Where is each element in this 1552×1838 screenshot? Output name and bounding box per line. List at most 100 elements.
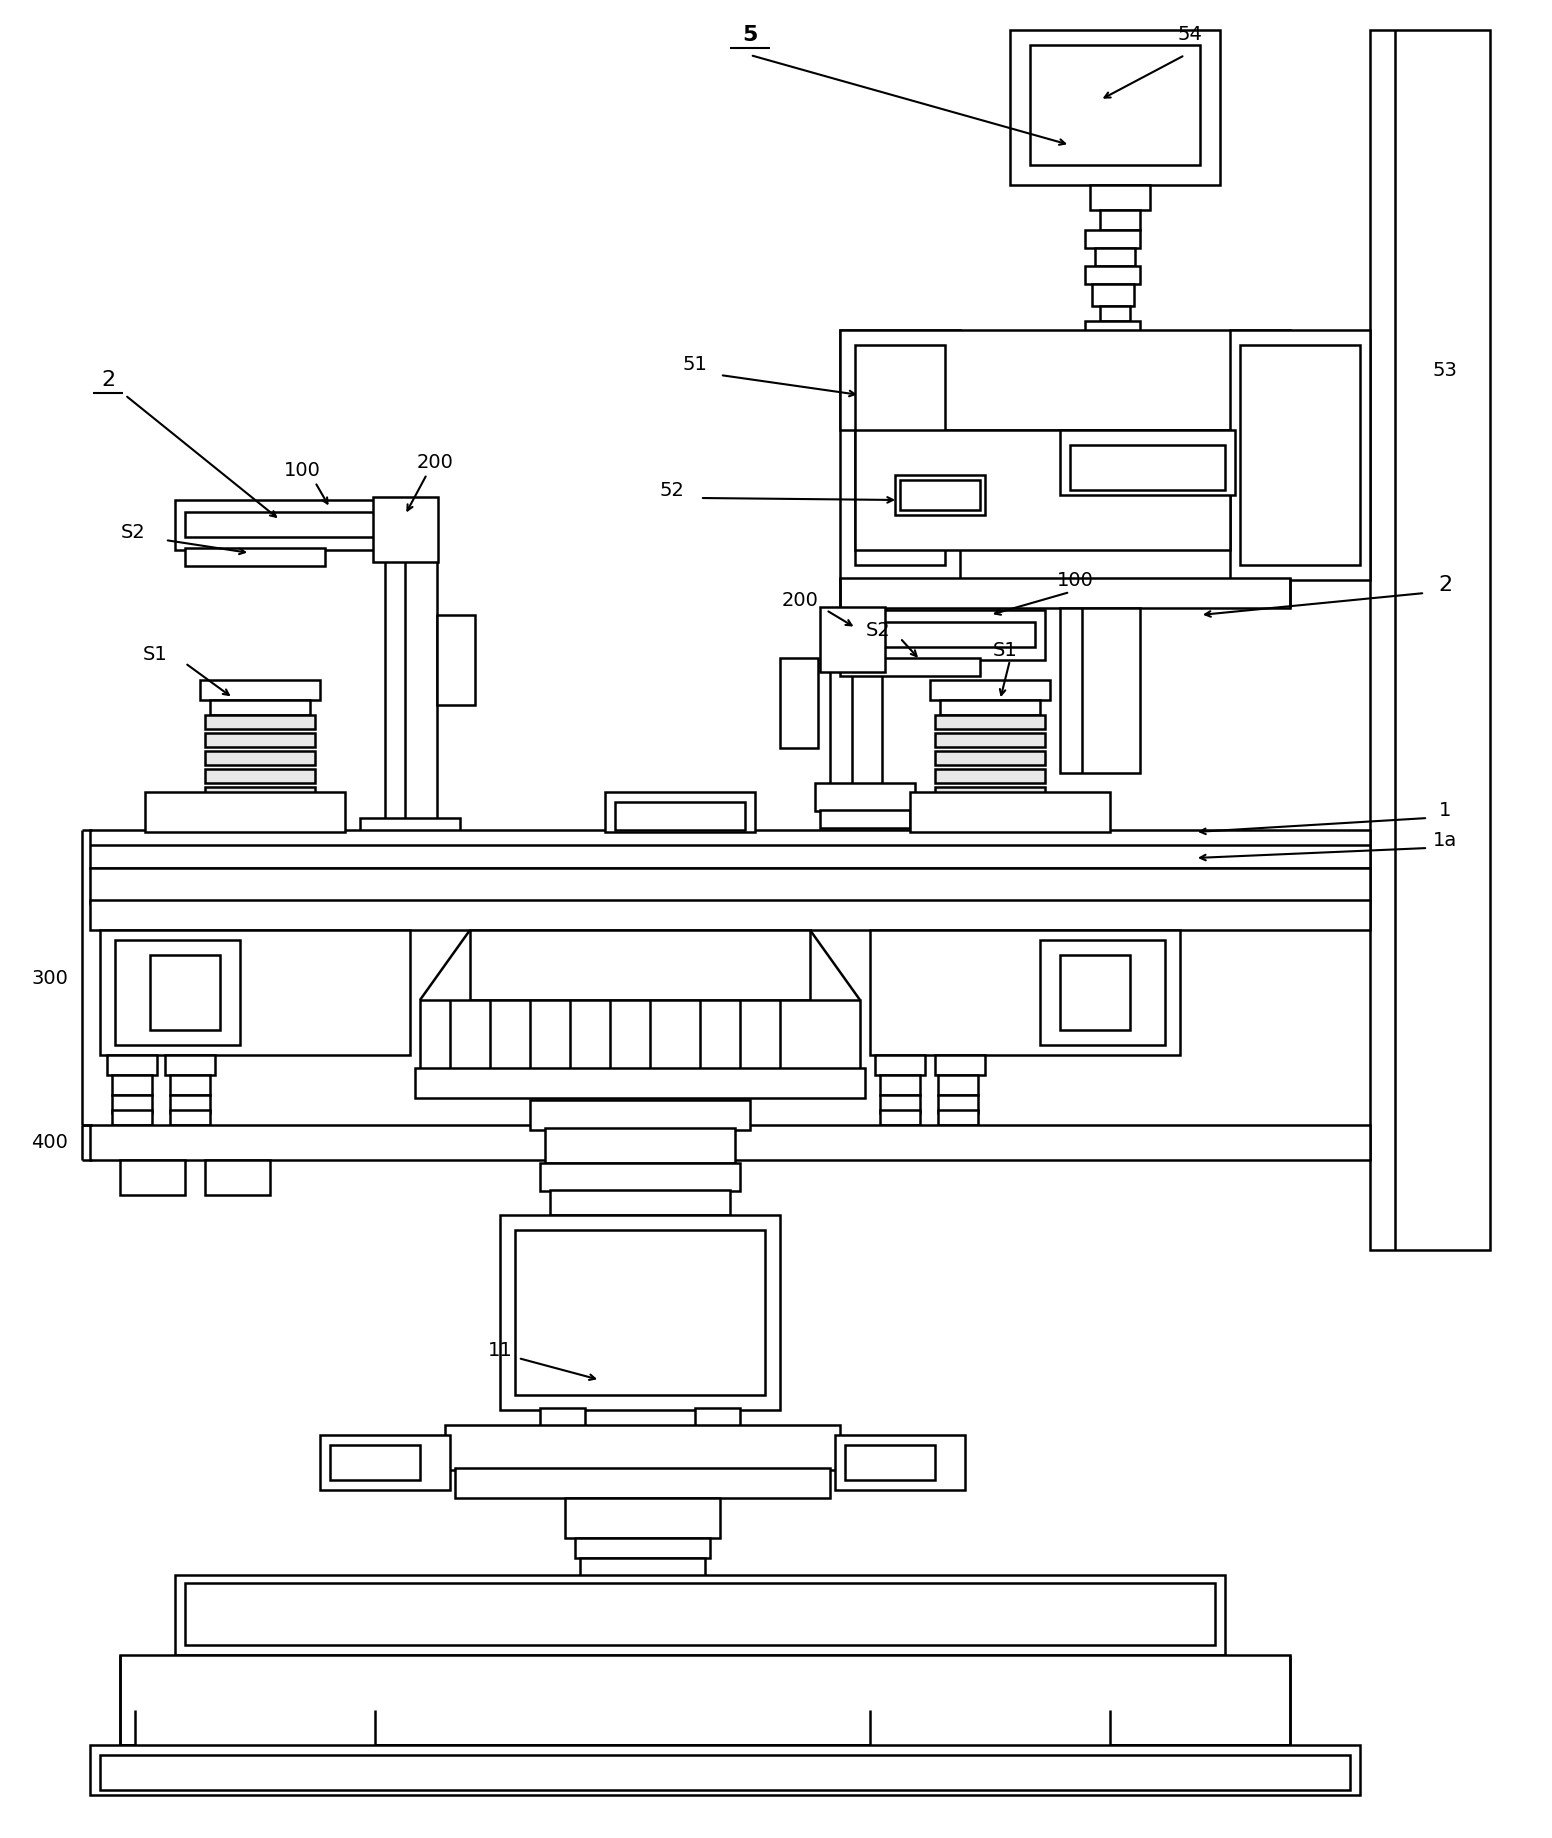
Bar — [615, 801, 745, 831]
Bar — [205, 752, 315, 765]
Bar — [171, 1075, 210, 1095]
Bar — [565, 1498, 720, 1538]
Bar — [1040, 939, 1166, 1046]
Bar — [574, 1538, 709, 1559]
Bar — [205, 768, 315, 783]
Bar — [1100, 305, 1130, 322]
Text: 5: 5 — [742, 26, 757, 44]
Text: 200: 200 — [782, 590, 818, 610]
Bar — [529, 1099, 750, 1130]
Bar — [934, 733, 1044, 746]
Bar — [185, 548, 324, 566]
Bar — [165, 1055, 216, 1075]
Text: 1a: 1a — [1432, 831, 1457, 849]
Bar — [205, 733, 315, 746]
Bar — [500, 1215, 781, 1410]
Bar — [90, 868, 1370, 902]
Bar — [445, 1424, 840, 1470]
Bar — [112, 1075, 152, 1095]
Bar — [930, 680, 1051, 700]
Bar — [372, 496, 438, 562]
Bar — [205, 805, 315, 820]
Bar — [115, 939, 241, 1046]
Bar — [360, 818, 459, 845]
Bar — [1231, 331, 1370, 581]
Bar — [205, 1160, 270, 1195]
Bar — [934, 715, 1044, 730]
Bar — [1085, 230, 1141, 248]
Bar — [871, 1709, 1110, 1748]
Bar — [112, 1110, 152, 1125]
Bar — [871, 930, 1180, 1055]
Bar — [934, 787, 1044, 801]
Bar — [1370, 29, 1490, 1250]
Bar — [99, 930, 410, 1055]
Bar — [1060, 608, 1141, 774]
Bar — [171, 1110, 210, 1125]
Bar — [135, 1709, 376, 1748]
Bar — [937, 1075, 978, 1095]
Bar — [880, 1110, 920, 1125]
Text: 2: 2 — [101, 369, 115, 390]
Bar — [835, 1435, 965, 1491]
Bar — [840, 658, 979, 676]
Bar — [1090, 186, 1150, 210]
Bar — [1093, 285, 1135, 305]
Text: 100: 100 — [284, 461, 320, 480]
Bar — [1085, 267, 1141, 285]
Bar — [144, 792, 345, 833]
Bar — [421, 1000, 860, 1070]
Bar — [605, 792, 754, 833]
Bar — [1240, 346, 1360, 564]
Bar — [151, 956, 220, 1029]
Bar — [840, 577, 1290, 608]
Bar — [365, 845, 455, 864]
Bar — [185, 1583, 1215, 1645]
Bar — [438, 616, 475, 706]
Text: S1: S1 — [143, 645, 168, 665]
Bar — [120, 1160, 185, 1195]
Bar — [819, 811, 909, 827]
Bar — [1085, 322, 1141, 342]
Text: S2: S2 — [121, 524, 146, 542]
Text: 54: 54 — [1178, 26, 1203, 44]
Bar — [515, 1230, 765, 1395]
Text: 400: 400 — [31, 1134, 68, 1152]
Bar — [545, 1129, 736, 1163]
Text: 100: 100 — [1057, 570, 1094, 590]
Bar — [840, 331, 1290, 430]
Bar — [1060, 430, 1235, 494]
Bar — [840, 621, 1035, 647]
Bar — [855, 430, 1231, 550]
Bar — [185, 513, 380, 537]
Bar — [941, 700, 1040, 715]
Text: 53: 53 — [1432, 360, 1457, 379]
Bar — [819, 607, 885, 673]
Bar — [1100, 210, 1141, 230]
Text: 1: 1 — [1439, 801, 1451, 820]
Text: 300: 300 — [31, 969, 68, 987]
Bar — [385, 529, 438, 820]
Bar — [934, 768, 1044, 783]
Bar — [855, 346, 945, 564]
Bar — [1010, 29, 1220, 186]
Bar — [840, 331, 961, 581]
Bar — [90, 1744, 1360, 1796]
Bar — [107, 1055, 157, 1075]
Bar — [455, 1469, 830, 1498]
Bar — [900, 480, 979, 509]
Bar — [909, 792, 1110, 833]
Bar — [815, 783, 916, 811]
Bar — [934, 805, 1044, 820]
Bar — [781, 658, 818, 748]
Bar — [830, 610, 1044, 660]
Bar — [695, 1408, 740, 1426]
Text: 2: 2 — [1439, 575, 1453, 596]
Bar — [1060, 956, 1130, 1029]
Bar — [90, 1125, 1370, 1160]
Text: 51: 51 — [683, 355, 708, 375]
Bar — [580, 1559, 705, 1575]
Bar — [175, 500, 390, 550]
Bar — [210, 700, 310, 715]
Bar — [937, 1095, 978, 1114]
